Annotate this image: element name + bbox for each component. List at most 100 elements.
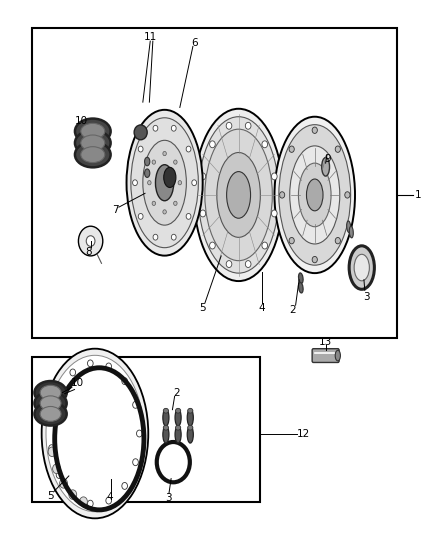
Text: 2: 2 bbox=[290, 305, 296, 315]
Ellipse shape bbox=[143, 140, 186, 225]
Circle shape bbox=[226, 261, 232, 268]
Circle shape bbox=[173, 160, 177, 164]
Circle shape bbox=[335, 146, 340, 152]
Circle shape bbox=[186, 214, 191, 219]
Ellipse shape bbox=[35, 392, 67, 415]
Circle shape bbox=[171, 235, 176, 240]
Circle shape bbox=[312, 127, 318, 133]
Circle shape bbox=[122, 482, 127, 489]
Circle shape bbox=[80, 497, 88, 506]
Ellipse shape bbox=[217, 152, 260, 237]
Ellipse shape bbox=[176, 408, 181, 413]
Ellipse shape bbox=[81, 147, 105, 163]
Ellipse shape bbox=[42, 349, 148, 519]
Circle shape bbox=[171, 125, 176, 131]
Text: 7: 7 bbox=[113, 205, 119, 215]
Ellipse shape bbox=[275, 117, 355, 273]
Ellipse shape bbox=[40, 396, 61, 411]
Ellipse shape bbox=[347, 221, 351, 232]
Ellipse shape bbox=[134, 125, 147, 140]
Ellipse shape bbox=[155, 165, 174, 201]
Text: 4: 4 bbox=[258, 303, 265, 313]
Circle shape bbox=[69, 490, 77, 499]
Circle shape bbox=[138, 146, 143, 152]
Ellipse shape bbox=[145, 169, 150, 177]
Circle shape bbox=[122, 378, 127, 385]
Circle shape bbox=[133, 459, 138, 466]
Ellipse shape bbox=[299, 273, 303, 284]
Circle shape bbox=[210, 141, 215, 148]
Text: 6: 6 bbox=[191, 38, 198, 48]
Circle shape bbox=[53, 464, 60, 473]
Ellipse shape bbox=[307, 179, 323, 211]
Ellipse shape bbox=[40, 385, 61, 400]
Circle shape bbox=[192, 180, 197, 185]
Text: 10: 10 bbox=[74, 116, 88, 126]
Ellipse shape bbox=[81, 123, 105, 139]
Circle shape bbox=[272, 210, 277, 217]
Circle shape bbox=[163, 210, 166, 214]
Ellipse shape bbox=[298, 163, 331, 227]
Circle shape bbox=[200, 210, 206, 217]
Text: 9: 9 bbox=[324, 154, 331, 164]
Ellipse shape bbox=[350, 226, 353, 238]
Ellipse shape bbox=[187, 426, 193, 443]
Ellipse shape bbox=[35, 402, 67, 425]
Ellipse shape bbox=[75, 130, 111, 156]
Text: 2: 2 bbox=[173, 387, 180, 398]
Text: 4: 4 bbox=[106, 492, 113, 502]
Circle shape bbox=[153, 235, 158, 240]
Circle shape bbox=[152, 201, 155, 205]
Circle shape bbox=[148, 181, 151, 185]
Circle shape bbox=[56, 472, 62, 479]
Ellipse shape bbox=[163, 409, 169, 426]
Circle shape bbox=[173, 201, 177, 205]
Circle shape bbox=[56, 389, 62, 395]
Text: 11: 11 bbox=[144, 33, 157, 43]
Ellipse shape bbox=[322, 158, 329, 176]
Ellipse shape bbox=[279, 125, 351, 265]
Circle shape bbox=[138, 214, 143, 219]
Ellipse shape bbox=[163, 426, 169, 443]
Circle shape bbox=[345, 192, 350, 198]
Circle shape bbox=[78, 226, 103, 256]
Text: 5: 5 bbox=[200, 303, 206, 313]
Circle shape bbox=[49, 445, 54, 451]
Ellipse shape bbox=[75, 142, 111, 167]
Circle shape bbox=[335, 238, 340, 244]
Circle shape bbox=[272, 173, 277, 180]
Ellipse shape bbox=[290, 146, 340, 244]
Ellipse shape bbox=[187, 409, 193, 426]
Ellipse shape bbox=[187, 425, 193, 430]
Circle shape bbox=[262, 242, 268, 249]
Ellipse shape bbox=[81, 135, 105, 151]
Circle shape bbox=[106, 363, 112, 370]
Ellipse shape bbox=[75, 118, 111, 144]
Ellipse shape bbox=[164, 167, 176, 188]
Circle shape bbox=[86, 236, 95, 246]
Ellipse shape bbox=[40, 407, 61, 421]
Ellipse shape bbox=[198, 117, 279, 273]
Ellipse shape bbox=[46, 356, 144, 512]
Text: 3: 3 bbox=[166, 493, 172, 503]
Ellipse shape bbox=[127, 110, 203, 256]
Circle shape bbox=[60, 479, 67, 488]
Ellipse shape bbox=[175, 426, 181, 443]
Circle shape bbox=[210, 242, 215, 249]
Ellipse shape bbox=[175, 409, 181, 426]
Text: 12: 12 bbox=[297, 429, 311, 439]
Circle shape bbox=[88, 500, 93, 507]
Text: 1: 1 bbox=[415, 190, 422, 200]
Ellipse shape bbox=[187, 408, 193, 413]
Circle shape bbox=[70, 491, 76, 498]
Circle shape bbox=[289, 146, 294, 152]
Ellipse shape bbox=[299, 282, 303, 293]
Circle shape bbox=[312, 256, 318, 263]
Ellipse shape bbox=[349, 246, 374, 289]
Bar bbox=[32, 28, 397, 338]
Circle shape bbox=[289, 238, 294, 244]
Text: 13: 13 bbox=[319, 337, 332, 347]
Bar bbox=[32, 357, 260, 503]
Ellipse shape bbox=[163, 408, 169, 413]
Circle shape bbox=[106, 497, 112, 504]
